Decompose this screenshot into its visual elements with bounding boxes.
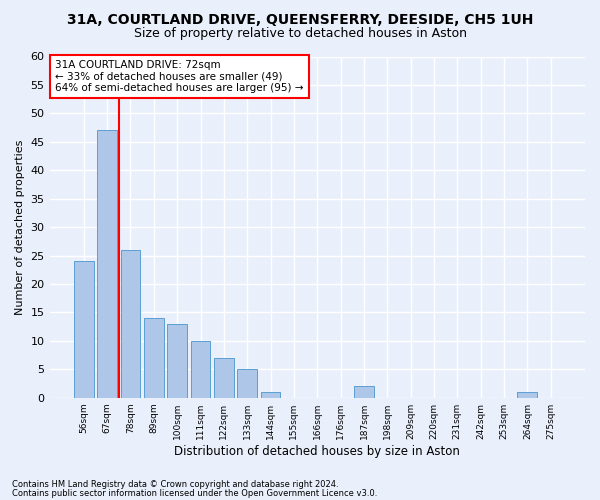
X-axis label: Distribution of detached houses by size in Aston: Distribution of detached houses by size … [175,444,460,458]
Y-axis label: Number of detached properties: Number of detached properties [15,140,25,315]
Text: Contains HM Land Registry data © Crown copyright and database right 2024.: Contains HM Land Registry data © Crown c… [12,480,338,489]
Bar [191,341,211,398]
Bar [517,392,538,398]
Text: 31A COURTLAND DRIVE: 72sqm
← 33% of detached houses are smaller (49)
64% of semi: 31A COURTLAND DRIVE: 72sqm ← 33% of deta… [55,60,304,93]
Bar [74,261,94,398]
Bar [238,370,257,398]
Text: Size of property relative to detached houses in Aston: Size of property relative to detached ho… [133,28,467,40]
Text: Contains public sector information licensed under the Open Government Licence v3: Contains public sector information licen… [12,488,377,498]
Bar [214,358,234,398]
Bar [354,386,374,398]
Bar [97,130,117,398]
Bar [144,318,164,398]
Bar [260,392,280,398]
Text: 31A, COURTLAND DRIVE, QUEENSFERRY, DEESIDE, CH5 1UH: 31A, COURTLAND DRIVE, QUEENSFERRY, DEESI… [67,12,533,26]
Bar [167,324,187,398]
Bar [121,250,140,398]
